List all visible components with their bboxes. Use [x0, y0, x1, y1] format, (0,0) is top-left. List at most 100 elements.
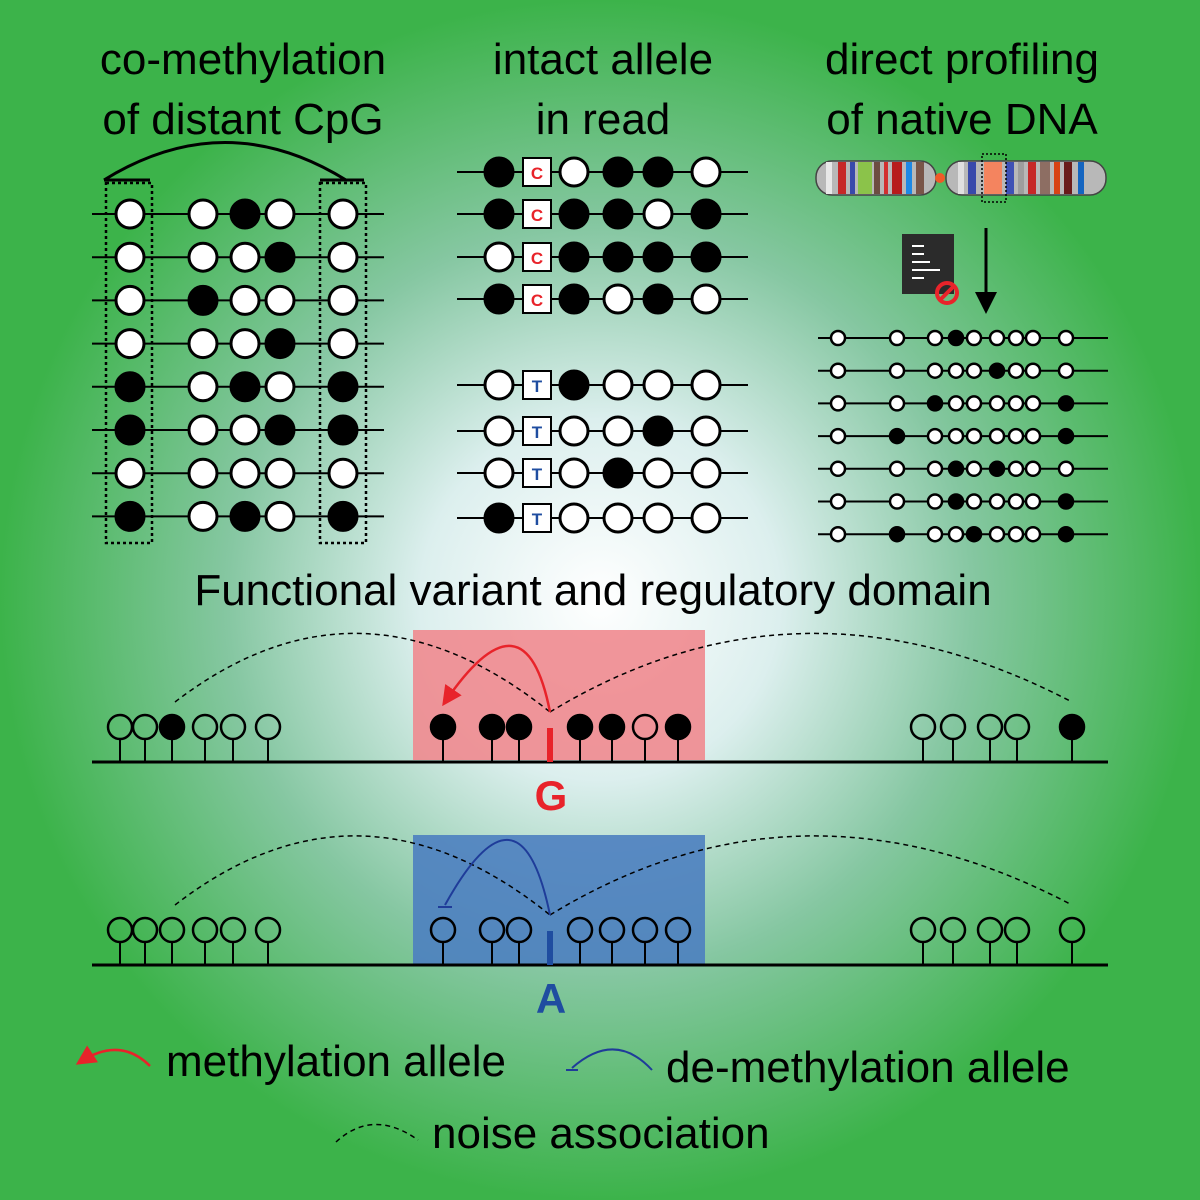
- methylated-cpg: [558, 283, 590, 315]
- unmethylated-cpg: [690, 502, 722, 534]
- unmethylated-cpg: [976, 713, 1004, 741]
- unmethylated-cpg: [264, 284, 296, 316]
- allele-read: C: [457, 283, 748, 315]
- unmethylated-cpg: [327, 198, 359, 230]
- methylated-cpg: [483, 502, 515, 534]
- unmethylated-cpg: [829, 329, 847, 347]
- unmethylated-cpg: [254, 713, 282, 741]
- legend-noise-icon: [335, 1123, 419, 1143]
- comethylation-read: [92, 457, 384, 489]
- unmethylated-cpg: [229, 328, 261, 360]
- unmethylated-cpg: [114, 328, 146, 360]
- unmethylated-cpg: [1058, 916, 1086, 944]
- unmethylated-cpg: [988, 395, 1006, 412]
- allele-read: C: [457, 198, 748, 230]
- functional-heading: Functional variant and regulatory domain: [194, 566, 991, 615]
- methylated-cpg: [947, 329, 965, 347]
- methylated-cpg: [264, 414, 296, 446]
- unmethylated-cpg: [558, 457, 590, 489]
- methylated-cpg: [642, 241, 674, 273]
- methylated-cpg: [114, 371, 146, 403]
- unmethylated-cpg: [988, 329, 1006, 347]
- methylated-cpg: [1057, 493, 1075, 510]
- methylation-arrow-g: [442, 644, 552, 713]
- methylated-cpg: [478, 713, 506, 741]
- comethylation-read: [92, 414, 384, 446]
- comethylation-read: [92, 371, 384, 403]
- unmethylated-cpg: [483, 369, 515, 401]
- unmethylated-cpg: [158, 916, 186, 944]
- unmethylated-cpg: [1024, 329, 1042, 347]
- unmethylated-cpg: [888, 362, 906, 379]
- methylated-cpg: [926, 395, 944, 412]
- variant-marker-a: [547, 931, 553, 965]
- methylated-cpg: [1058, 713, 1086, 741]
- comethylation-link-arc: [103, 141, 347, 182]
- unmethylated-cpg: [926, 362, 944, 379]
- unmethylated-cpg: [187, 414, 219, 446]
- native-read: [818, 362, 1108, 379]
- methylated-cpg: [642, 156, 674, 188]
- legend-demethylation-icon: [571, 1048, 653, 1071]
- unmethylated-cpg: [1007, 525, 1025, 543]
- unmethylated-cpg: [429, 916, 457, 944]
- methylated-cpg: [642, 415, 674, 447]
- methylated-cpg: [988, 460, 1006, 478]
- allele-base-label: C: [531, 164, 543, 183]
- unmethylated-cpg: [690, 457, 722, 489]
- unmethylated-cpg: [829, 525, 847, 543]
- unmethylated-cpg: [642, 198, 674, 230]
- unmethylated-cpg: [1003, 916, 1031, 944]
- demethylated-regulatory-domain: [413, 835, 705, 965]
- unmethylated-cpg: [1007, 362, 1025, 379]
- methylated-cpg: [690, 198, 722, 230]
- unmethylated-cpg: [327, 241, 359, 273]
- unmethylated-cpg: [114, 284, 146, 316]
- allele-base-box: [522, 157, 552, 187]
- unmethylated-cpg: [965, 460, 983, 478]
- methylated-cpg: [602, 241, 634, 273]
- unmethylated-cpg: [664, 916, 692, 944]
- unmethylated-cpg: [131, 713, 159, 741]
- unmethylated-cpg: [114, 457, 146, 489]
- legend: methylation allele de-methylation allele…: [75, 1037, 1070, 1158]
- unmethylated-cpg: [926, 493, 944, 510]
- unmethylated-cpg: [1024, 493, 1042, 510]
- unmethylated-cpg: [965, 493, 983, 510]
- methylated-cpg: [664, 713, 692, 741]
- methylated-cpg: [483, 283, 515, 315]
- unmethylated-cpg: [888, 460, 906, 478]
- methylated-cpg: [888, 427, 906, 445]
- methylated-cpg: [229, 198, 261, 230]
- unmethylated-cpg: [505, 916, 533, 944]
- unmethylated-cpg: [254, 916, 282, 944]
- unmethylated-cpg: [131, 916, 159, 944]
- legend-methylation-icon: [75, 1045, 151, 1067]
- unmethylated-cpg: [1057, 362, 1075, 379]
- unmethylated-cpg: [1057, 460, 1075, 478]
- allele-read: T: [457, 369, 748, 401]
- unmethylated-cpg: [229, 414, 261, 446]
- unmethylated-cpg: [1007, 427, 1025, 445]
- unmethylated-cpg: [988, 427, 1006, 445]
- methylated-cpg: [327, 414, 359, 446]
- unmethylated-cpg: [327, 457, 359, 489]
- unmethylated-cpg: [965, 362, 983, 379]
- unmethylated-cpg: [988, 525, 1006, 543]
- unmethylated-cpg: [926, 427, 944, 445]
- allele-read: T: [457, 415, 748, 447]
- unmethylated-cpg: [191, 916, 219, 944]
- allele-base-label: T: [532, 465, 543, 484]
- methylated-cpg: [429, 713, 457, 741]
- allele-label-g: G: [535, 772, 568, 819]
- unmethylated-cpg: [602, 369, 634, 401]
- methylated-cpg: [602, 156, 634, 188]
- unmethylated-cpg: [1057, 329, 1075, 347]
- native-read: [818, 329, 1108, 347]
- methylated-cpg: [1057, 395, 1075, 412]
- legend-methylation-label: methylation allele: [166, 1037, 506, 1086]
- distant-cpg-box-right: [318, 181, 368, 545]
- methylated-cpg: [558, 198, 590, 230]
- unmethylated-cpg: [229, 284, 261, 316]
- methylated-cpg: [558, 369, 590, 401]
